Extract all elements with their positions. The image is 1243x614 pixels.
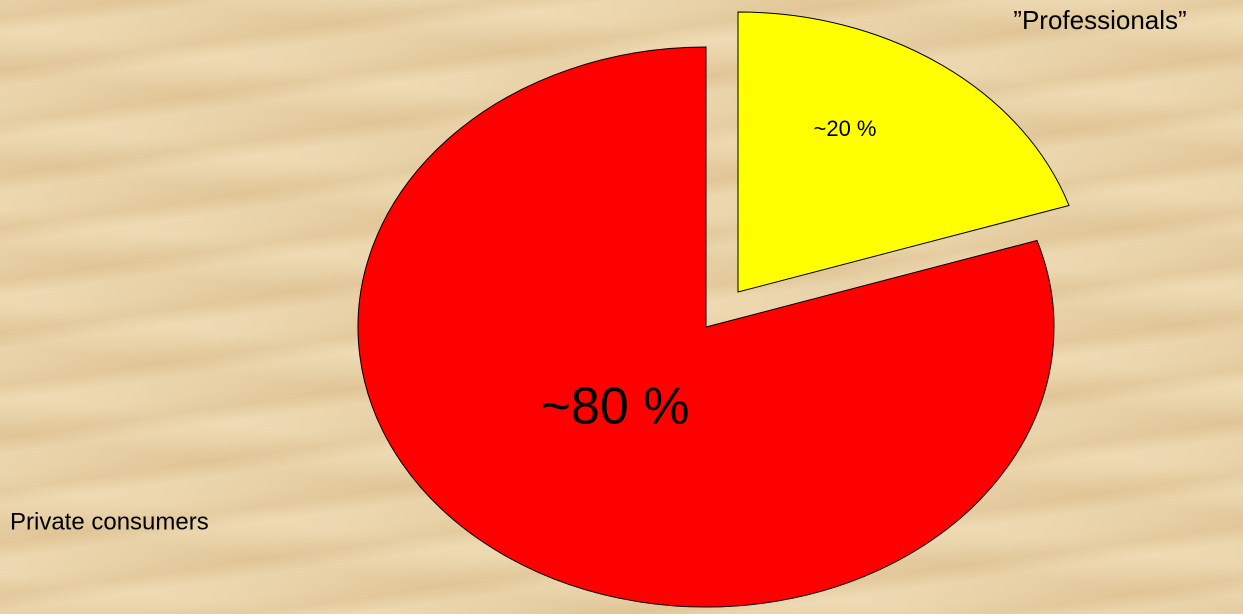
slide: Private consumers ”Professionals” ~80 % ~… [0, 0, 1243, 614]
category-label: Private consumers [10, 508, 209, 535]
value-label: ~20 % [814, 116, 877, 141]
value-label: ~80 % [541, 378, 690, 436]
category-label: ”Professionals” [1013, 5, 1186, 35]
chart: Private consumers ”Professionals” ~80 % ~… [0, 0, 1243, 614]
